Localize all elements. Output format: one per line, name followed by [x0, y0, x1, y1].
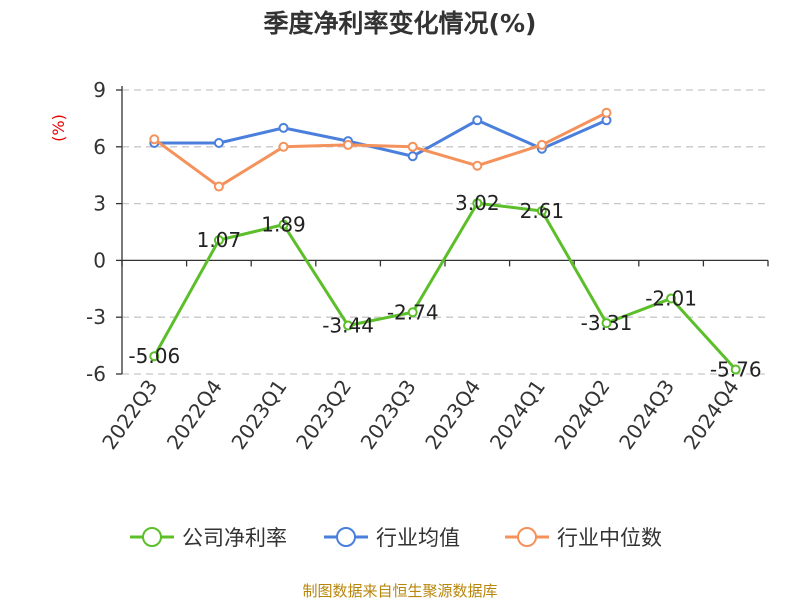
y-tick-labels: -6 -3 0 3 6 9	[86, 78, 106, 386]
series-point-2	[149, 134, 160, 145]
series-point-1	[407, 151, 418, 162]
series-point-1	[472, 115, 483, 126]
series-line-2	[153, 111, 608, 189]
legend-label: 行业均值	[376, 526, 460, 550]
series-point-0	[213, 235, 224, 246]
legend: 公司净利率 行业均值 行业中位数	[130, 526, 662, 550]
data-label: -5.76	[710, 357, 762, 381]
x-tick-label: 2024Q3	[614, 375, 679, 454]
y-tick-label: 3	[93, 192, 106, 216]
y-tick-label: 0	[93, 248, 106, 272]
data-label: -2.01	[645, 286, 697, 310]
data-label: 2.61	[520, 199, 565, 223]
series-point-0	[601, 318, 612, 329]
legend-label: 公司净利率	[182, 526, 287, 550]
series-point-2	[536, 139, 547, 150]
series-point-0	[730, 364, 741, 375]
x-tick-label: 2024Q4	[679, 375, 744, 454]
x-tick-label: 2023Q3	[356, 375, 421, 454]
data-label: 1.89	[261, 213, 306, 237]
y-tick-label: 9	[93, 78, 106, 102]
data-label: -5.06	[128, 344, 180, 368]
x-tick-label: 2023Q1	[226, 375, 291, 454]
series-point-0	[278, 219, 289, 230]
series-point-2	[278, 141, 289, 152]
x-tick-label: 2024Q1	[485, 375, 550, 454]
series-line-0	[152, 201, 737, 371]
y-tick-label: 6	[93, 135, 106, 159]
series-point-1	[213, 138, 224, 149]
x-tick-labels: 2022Q3 2022Q4 2023Q1 2023Q2 2023Q3 2023Q4 2024…	[97, 375, 744, 454]
series-point-0	[472, 198, 483, 209]
data-label: 3.02	[455, 191, 500, 215]
y-axis-unit: (%)	[49, 114, 68, 142]
series-point-0	[666, 293, 677, 304]
x-tick-label: 2023Q2	[291, 375, 356, 454]
data-label: -2.74	[387, 300, 439, 324]
legend-label: 行业中位数	[557, 526, 662, 550]
series-point-0	[343, 320, 354, 331]
data-labels: -5.06 1.07 1.89 -3.44 -2.74 3.02 2.61 -3.31 -2.0…	[128, 191, 761, 381]
series-point-2	[472, 160, 483, 171]
y-tick-label: -3	[86, 305, 106, 329]
series-point-2	[407, 141, 418, 152]
legend-marker	[336, 527, 356, 547]
x-tick-label: 2024Q2	[549, 375, 614, 454]
series-line-1	[154, 118, 608, 158]
chart-title: 季度净利率变化情况(%)	[264, 9, 537, 38]
series-point-0	[149, 351, 160, 362]
legend-marker	[517, 527, 537, 547]
series-group	[149, 107, 741, 375]
legend-marker	[142, 527, 162, 547]
x-tick-label: 2022Q4	[162, 375, 227, 454]
series-point-2	[343, 139, 354, 150]
y-tick-label: -6	[86, 362, 106, 386]
series-point-2	[601, 107, 612, 118]
series-point-0	[407, 307, 418, 318]
series-point-1	[278, 122, 289, 133]
data-label: 1.07	[197, 228, 242, 252]
x-tick-label: 2023Q4	[420, 375, 485, 454]
x-tick-label: 2022Q3	[97, 375, 162, 454]
data-label: -3.44	[322, 314, 374, 338]
series-point-0	[536, 205, 547, 216]
source-note: 制图数据来自恒生聚源数据库	[302, 582, 497, 600]
data-label: -3.31	[581, 311, 633, 335]
series-point-2	[213, 181, 224, 192]
